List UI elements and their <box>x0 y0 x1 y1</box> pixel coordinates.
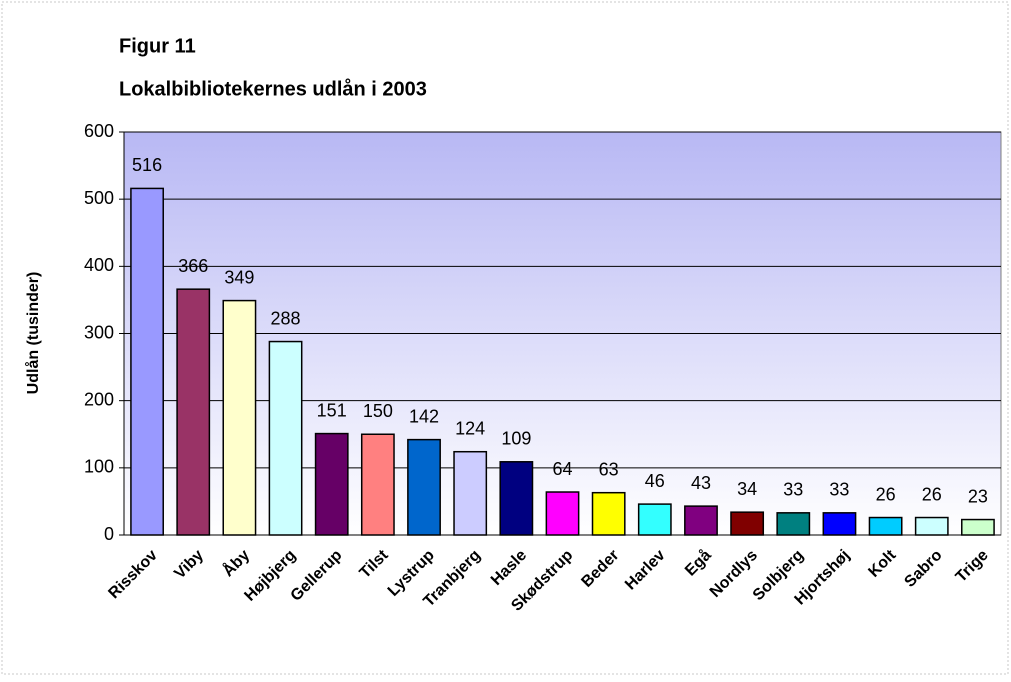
x-tick-label: Åby <box>218 545 253 580</box>
bar <box>914 516 949 536</box>
x-tick-label: Egå <box>681 546 715 580</box>
bar <box>130 187 164 536</box>
data-label: 64 <box>552 459 572 479</box>
data-label: 349 <box>224 267 254 287</box>
y-tick-label: 0 <box>104 524 114 544</box>
data-label: 288 <box>271 308 301 328</box>
x-tick-label: Hasle <box>488 547 530 589</box>
y-tick-label: 500 <box>84 188 114 208</box>
bar <box>637 503 672 536</box>
data-label: 26 <box>922 484 942 504</box>
y-axis-label: Udlån (tusinder) <box>24 272 42 395</box>
y-tick-label: 100 <box>84 457 114 477</box>
x-tick-label: Harlev <box>622 547 669 594</box>
bar <box>176 288 211 536</box>
x-tick-label: Kolt <box>865 546 899 580</box>
y-tick-label: 200 <box>84 389 114 409</box>
y-tick-label: 300 <box>84 322 114 342</box>
y-tick-label: 600 <box>84 121 114 141</box>
data-label: 33 <box>829 480 849 500</box>
data-label: 34 <box>737 479 757 499</box>
bar <box>868 516 903 536</box>
bar <box>545 491 580 536</box>
data-label: 151 <box>317 400 347 420</box>
bar <box>268 340 303 536</box>
data-label: 33 <box>783 480 803 500</box>
data-label: 366 <box>178 256 208 276</box>
data-label: 124 <box>455 418 485 438</box>
chart-title: Figur 11 <box>119 35 196 57</box>
data-label: 46 <box>645 471 665 491</box>
data-label: 150 <box>363 401 393 421</box>
data-label: 23 <box>968 486 988 506</box>
bar <box>822 512 857 536</box>
bar <box>961 518 995 536</box>
x-tick-label: Risskov <box>105 547 160 602</box>
bar <box>360 433 395 536</box>
x-tick-label: Beder <box>578 547 622 591</box>
data-label: 26 <box>876 484 896 504</box>
data-label: 109 <box>501 429 531 449</box>
data-label: 43 <box>691 473 711 493</box>
x-tick-label: Gellerup <box>288 547 346 605</box>
x-tick-label: Trige <box>953 547 992 586</box>
bar <box>776 512 811 536</box>
bar <box>453 450 488 536</box>
bar <box>684 505 718 536</box>
x-tick-label: Viby <box>171 547 207 583</box>
y-tick-label: 400 <box>84 255 114 275</box>
data-label: 142 <box>409 406 439 426</box>
bar <box>730 511 765 536</box>
bar <box>222 299 257 536</box>
bar <box>499 461 534 536</box>
data-label: 516 <box>132 155 162 175</box>
bar <box>591 491 626 536</box>
bar <box>314 432 349 536</box>
chart-subtitle: Lokalbibliotekernes udlån i 2003 <box>119 77 427 100</box>
x-tick-label: Sabro <box>901 547 945 591</box>
x-tick-label: Tilst <box>357 546 393 582</box>
data-label: 63 <box>599 459 619 479</box>
bar <box>407 438 441 536</box>
